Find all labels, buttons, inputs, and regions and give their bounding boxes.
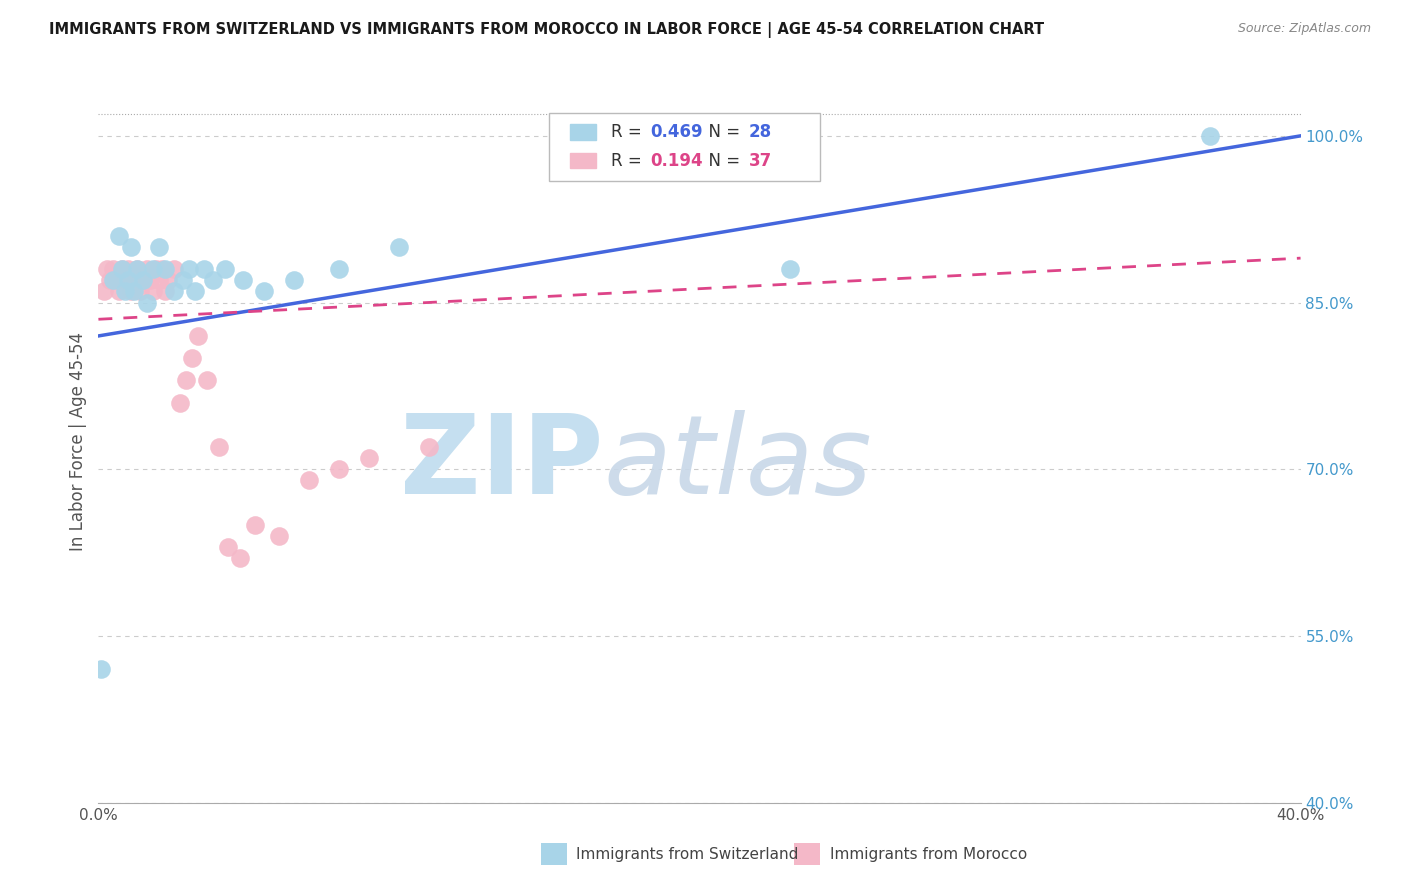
Point xyxy=(208,440,231,454)
Point xyxy=(388,240,411,254)
Point xyxy=(328,462,350,476)
Text: N =: N = xyxy=(699,123,745,141)
Point xyxy=(283,273,305,287)
Point xyxy=(153,262,176,277)
Text: R =: R = xyxy=(610,123,647,141)
Point xyxy=(214,262,236,277)
Text: 0.194: 0.194 xyxy=(650,153,703,170)
Point xyxy=(121,285,143,299)
Point xyxy=(141,262,163,277)
Point xyxy=(114,285,136,299)
Text: Immigrants from Switzerland: Immigrants from Switzerland xyxy=(576,847,799,862)
Point xyxy=(103,262,125,277)
Point xyxy=(127,262,149,277)
Point xyxy=(135,262,157,277)
Point xyxy=(141,285,163,299)
FancyBboxPatch shape xyxy=(569,124,596,139)
Text: atlas: atlas xyxy=(603,409,872,516)
Point xyxy=(105,273,128,287)
Point xyxy=(177,262,200,277)
Point xyxy=(124,285,146,299)
Point xyxy=(153,285,176,299)
Text: R =: R = xyxy=(610,153,647,170)
FancyBboxPatch shape xyxy=(550,112,820,181)
Text: IMMIGRANTS FROM SWITZERLAND VS IMMIGRANTS FROM MOROCCO IN LABOR FORCE | AGE 45-5: IMMIGRANTS FROM SWITZERLAND VS IMMIGRANT… xyxy=(49,22,1045,38)
Text: Immigrants from Morocco: Immigrants from Morocco xyxy=(830,847,1026,862)
Text: ZIP: ZIP xyxy=(399,409,603,516)
Text: 28: 28 xyxy=(749,123,772,141)
Point xyxy=(779,262,801,277)
Point xyxy=(121,240,143,254)
Point xyxy=(129,285,152,299)
Point xyxy=(174,373,197,387)
Point xyxy=(1199,128,1222,143)
Point xyxy=(180,351,202,366)
Point xyxy=(132,273,155,287)
FancyBboxPatch shape xyxy=(569,153,596,169)
Point xyxy=(201,273,224,287)
Point xyxy=(124,273,146,287)
Point xyxy=(172,273,194,287)
Point xyxy=(111,262,134,277)
Point xyxy=(132,273,155,287)
Point xyxy=(418,440,440,454)
Point xyxy=(127,262,149,277)
Point xyxy=(90,662,112,676)
Point xyxy=(187,329,209,343)
Y-axis label: In Labor Force | Age 45-54: In Labor Force | Age 45-54 xyxy=(69,332,87,551)
Point xyxy=(148,240,170,254)
Point xyxy=(217,540,239,554)
Point xyxy=(150,262,173,277)
Point xyxy=(117,262,139,277)
Point xyxy=(148,273,170,287)
Point xyxy=(111,262,134,277)
Text: 0.469: 0.469 xyxy=(650,123,703,141)
Point xyxy=(135,295,157,310)
Point xyxy=(243,517,266,532)
Point xyxy=(195,373,218,387)
Point xyxy=(162,262,184,277)
Point xyxy=(183,285,205,299)
Point xyxy=(117,273,139,287)
Point xyxy=(328,262,350,277)
Point xyxy=(357,451,380,466)
Point xyxy=(267,529,290,543)
Point xyxy=(93,285,115,299)
Point xyxy=(138,273,160,287)
Text: 37: 37 xyxy=(749,153,772,170)
Point xyxy=(232,273,254,287)
Point xyxy=(193,262,215,277)
Point xyxy=(108,285,131,299)
Point xyxy=(162,285,184,299)
Point xyxy=(298,474,321,488)
Point xyxy=(228,551,250,566)
Point xyxy=(114,273,136,287)
Text: N =: N = xyxy=(699,153,745,170)
Text: Source: ZipAtlas.com: Source: ZipAtlas.com xyxy=(1237,22,1371,36)
Point xyxy=(156,273,179,287)
Point xyxy=(253,285,276,299)
Point xyxy=(103,273,125,287)
Point xyxy=(96,262,118,277)
Point xyxy=(145,262,167,277)
Point xyxy=(108,228,131,243)
Point xyxy=(169,395,191,409)
Point xyxy=(100,273,122,287)
